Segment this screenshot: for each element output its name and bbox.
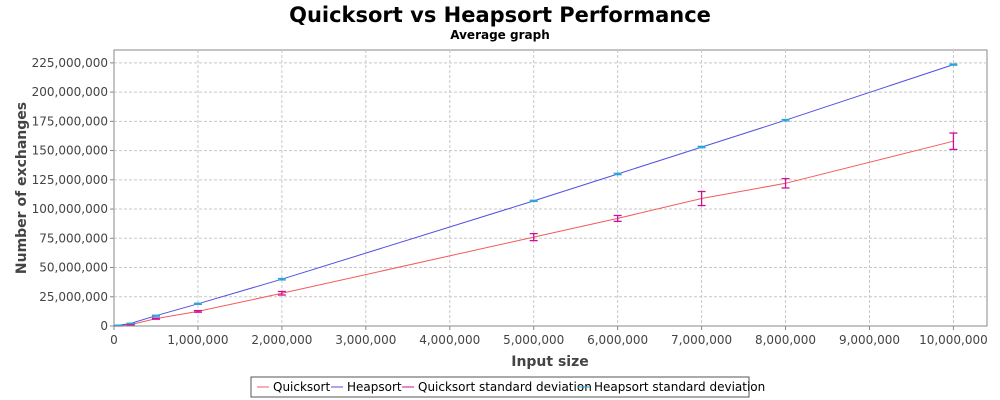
error-bar-quicksort <box>277 290 286 296</box>
y-tick-label: 200,000,000 <box>32 85 108 99</box>
error-bar-heapsort <box>949 63 958 66</box>
x-tick-label: 9,000,000 <box>839 333 900 347</box>
legend-label-quicksort-stddev: Quicksort standard deviation <box>418 380 592 394</box>
legend: Quicksort Heapsort Quicksort standard de… <box>250 376 765 398</box>
x-tick-label: 4,000,000 <box>419 333 480 347</box>
error-bar-quicksort <box>781 177 790 189</box>
series-layer <box>118 64 954 327</box>
x-tick-label: 8,000,000 <box>755 333 816 347</box>
error-bar-quicksort <box>529 232 538 242</box>
x-axis-label: Input size <box>511 354 589 370</box>
x-tick-label: 5,000,000 <box>503 333 564 347</box>
plot-area <box>113 49 988 327</box>
x-tick-label: 10,000,000 <box>919 333 988 347</box>
y-tick-label: 25,000,000 <box>39 290 108 304</box>
y-tick-label: 75,000,000 <box>39 231 108 245</box>
error-bar-heapsort <box>529 199 538 203</box>
y-tick-label: 0 <box>100 319 108 333</box>
y-tick-label: 125,000,000 <box>32 173 108 187</box>
legend-label-heapsort: Heapsort <box>347 380 402 394</box>
legend-label-heapsort-stddev: Heapsort standard deviation <box>594 380 765 394</box>
x-tick-label: 3,000,000 <box>335 333 396 347</box>
x-tick-label: 7,000,000 <box>671 333 732 347</box>
error-bar-layer <box>114 63 958 327</box>
error-bar-heapsort <box>277 277 286 281</box>
error-bar-quicksort <box>697 190 706 207</box>
x-tick-label: 2,000,000 <box>251 333 312 347</box>
grid-lines <box>114 50 987 326</box>
x-tick-label: 1,000,000 <box>167 333 228 347</box>
error-bar-heapsort <box>151 314 160 317</box>
error-bar-quicksort <box>193 309 202 313</box>
chart-title: Quicksort vs Heapsort Performance <box>289 3 711 27</box>
error-bar-heapsort <box>697 145 706 149</box>
error-bar-heapsort <box>781 118 790 122</box>
y-axis-label: Number of exchanges <box>14 102 30 274</box>
chart-subtitle: Average graph <box>450 28 549 42</box>
x-tick-label: 0 <box>110 333 118 347</box>
series-line-quicksort <box>118 140 954 327</box>
series-line-heapsort <box>118 64 954 326</box>
legend-box <box>250 376 750 398</box>
error-bar-heapsort <box>613 172 622 176</box>
y-tick-label: 225,000,000 <box>32 56 108 70</box>
error-bar-quicksort <box>949 132 958 151</box>
y-tick-label: 50,000,000 <box>39 261 108 275</box>
y-tick-label: 150,000,000 <box>32 144 108 158</box>
error-bar-quicksort <box>151 317 160 320</box>
x-tick-label: 6,000,000 <box>587 333 648 347</box>
y-tick-label: 100,000,000 <box>32 202 108 216</box>
legend-label-quicksort: Quicksort <box>273 380 330 394</box>
error-bar-quicksort <box>613 214 622 222</box>
error-bar-heapsort <box>193 302 202 306</box>
axis-ticks: 0 1,000,000 2,000,000 3,000,000 4,000,000 5,0… <box>32 56 988 347</box>
y-tick-label: 175,000,000 <box>32 114 108 128</box>
